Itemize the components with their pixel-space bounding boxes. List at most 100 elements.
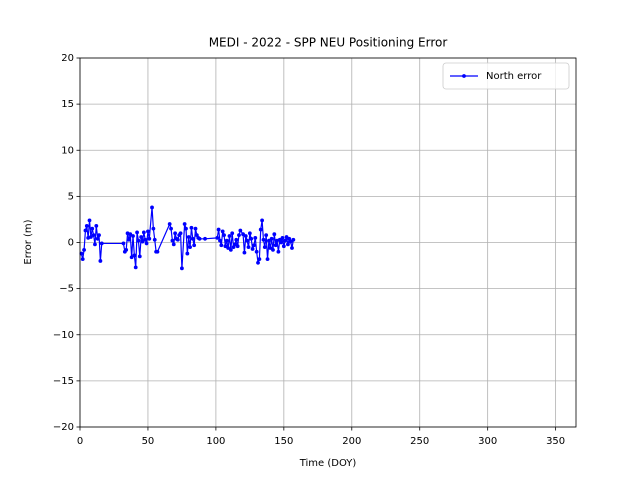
data-point <box>182 222 187 226</box>
data-point <box>141 230 146 235</box>
legend-marker <box>462 74 466 78</box>
data-point <box>273 243 278 248</box>
data-point <box>184 226 188 231</box>
data-point <box>167 222 172 226</box>
data-point <box>284 235 289 239</box>
data-point <box>128 232 133 237</box>
x-tick-label: 0 <box>77 436 83 447</box>
data-point <box>136 238 141 243</box>
data-point <box>234 237 239 242</box>
y-tick-label: −10 <box>53 330 74 341</box>
data-point <box>127 237 131 242</box>
data-point <box>260 218 264 223</box>
x-tick-label: 50 <box>142 436 155 447</box>
y-axis-label: Error (m) <box>23 219 34 264</box>
data-point <box>132 253 137 258</box>
data-point <box>143 237 148 242</box>
data-point <box>241 232 245 237</box>
data-point <box>135 230 139 235</box>
data-point <box>279 240 284 245</box>
data-point <box>188 245 192 250</box>
x-tick-label: 300 <box>478 436 497 447</box>
data-point <box>228 247 233 252</box>
data-point <box>155 249 160 254</box>
data-point <box>238 228 243 233</box>
data-point <box>146 229 150 234</box>
data-point <box>175 237 180 242</box>
data-point <box>150 205 154 210</box>
data-point <box>83 228 88 233</box>
data-point <box>139 235 144 239</box>
chart-title: MEDI - 2022 - SPP NEU Positioning Error <box>209 36 448 50</box>
x-tick-label: 250 <box>410 436 429 447</box>
data-point <box>129 255 134 260</box>
data-point <box>257 257 262 262</box>
data-point <box>173 231 178 236</box>
y-tick-label: 15 <box>61 99 74 110</box>
data-point <box>283 238 288 243</box>
data-point <box>80 257 85 262</box>
legend-box <box>442 62 570 90</box>
plot-frame <box>79 57 577 428</box>
data-point <box>246 245 251 250</box>
data-point <box>95 236 100 241</box>
data-point <box>97 233 101 238</box>
data-point <box>250 247 255 251</box>
data-point <box>151 226 156 231</box>
data-point <box>227 234 232 238</box>
data-point <box>99 241 104 246</box>
data-point <box>79 251 84 256</box>
data-point <box>185 251 190 256</box>
data-point <box>264 233 269 238</box>
data-point <box>222 233 226 238</box>
data-point <box>272 232 277 237</box>
y-tick-label: −15 <box>53 376 74 387</box>
x-tick-label: 350 <box>546 436 565 447</box>
legend-label: North error <box>486 71 542 82</box>
data-point <box>252 243 256 248</box>
data-point <box>247 231 252 236</box>
data-point <box>193 226 198 231</box>
data-point <box>288 239 293 244</box>
data-point <box>226 246 231 250</box>
x-tick-label: 150 <box>274 436 293 447</box>
data-point <box>219 243 224 248</box>
data-point <box>243 234 248 238</box>
data-point <box>265 257 270 262</box>
data-point <box>84 223 89 228</box>
x-axis-label: Time (DOY) <box>299 458 357 469</box>
y-tick-label: 5 <box>68 191 74 202</box>
data-point <box>249 236 254 241</box>
data-point <box>280 235 285 240</box>
x-tick-label: 100 <box>206 436 225 447</box>
data-point <box>268 246 273 250</box>
x-tick-label: 200 <box>342 436 361 447</box>
data-point <box>291 237 296 242</box>
data-point <box>147 236 152 241</box>
data-point <box>256 260 260 265</box>
data-point <box>218 238 222 243</box>
y-tick-label: 0 <box>68 238 74 249</box>
data-point <box>233 242 237 247</box>
data-point <box>253 235 258 240</box>
data-point <box>170 238 175 243</box>
data-point <box>237 233 241 238</box>
data-point <box>131 234 135 238</box>
data-point <box>290 246 294 250</box>
data-point <box>192 243 197 248</box>
data-point <box>220 229 225 234</box>
data-point <box>261 237 266 242</box>
data-point <box>90 226 95 231</box>
data-point <box>87 218 92 223</box>
data-point <box>169 226 173 231</box>
data-point <box>271 247 275 252</box>
data-point <box>281 244 286 249</box>
data-point <box>171 242 176 247</box>
data-point <box>190 236 195 241</box>
data-point <box>186 235 191 239</box>
data-point <box>93 242 97 247</box>
data-point <box>91 233 96 238</box>
data-point <box>254 249 259 254</box>
y-tick-label: 20 <box>61 53 74 64</box>
